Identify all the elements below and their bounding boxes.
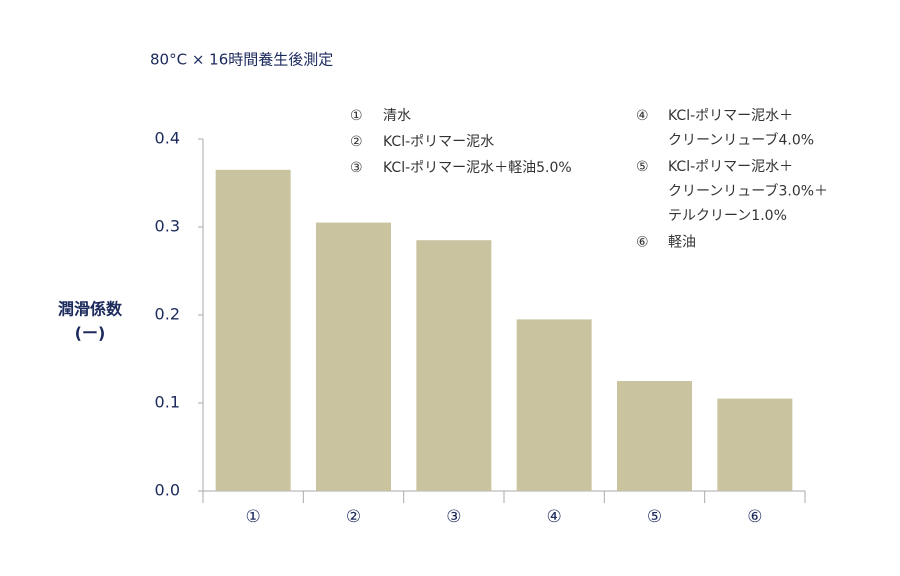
bar [316, 222, 391, 491]
x-tick-label: ⑥ [747, 507, 762, 527]
x-tick-label: ③ [446, 507, 461, 527]
legend-text: KCl-ポリマー泥水 [383, 134, 494, 150]
legend-text: KCl-ポリマー泥水＋ [668, 159, 793, 175]
legend-key: ⑤ [636, 159, 649, 175]
legend-text: テルクリーン1.0% [668, 208, 787, 224]
y-axis-label: (ー) [75, 324, 106, 343]
legend-key: ① [350, 108, 363, 124]
legend-key: ③ [350, 160, 363, 176]
legend-text: クリーンリューブ3.0%＋ [668, 183, 828, 200]
legend-text: KCl-ポリマー泥水＋軽油5.0% [383, 160, 572, 176]
y-tick-label: 0.4 [155, 129, 180, 148]
y-axis-label: 潤滑係数 [58, 300, 123, 319]
bar [416, 240, 492, 491]
y-tick-label: 0.2 [155, 305, 180, 324]
legend-key: ⑥ [636, 235, 649, 251]
chart-subtitle: 80°C × 16時間養生後測定 [150, 51, 333, 69]
x-tick-label: ⑤ [647, 507, 662, 527]
x-tick-label: ④ [547, 507, 562, 527]
x-tick-label: ① [246, 507, 261, 527]
y-tick-label: 0.1 [155, 393, 180, 412]
legend-text: KCl-ポリマー泥水＋ [668, 108, 793, 124]
legend-text: 清水 [383, 108, 411, 124]
bar [717, 398, 793, 491]
x-tick-label: ② [346, 507, 361, 527]
legend-key: ④ [636, 108, 649, 124]
legend-text: クリーンリューブ4.0% [668, 132, 814, 149]
legend-key: ② [350, 134, 363, 150]
y-tick-label: 0.0 [155, 481, 180, 500]
bar [215, 169, 291, 492]
bar [516, 319, 592, 491]
bar [617, 381, 692, 491]
y-tick-label: 0.3 [155, 217, 180, 236]
legend-text: 軽油 [668, 235, 696, 251]
